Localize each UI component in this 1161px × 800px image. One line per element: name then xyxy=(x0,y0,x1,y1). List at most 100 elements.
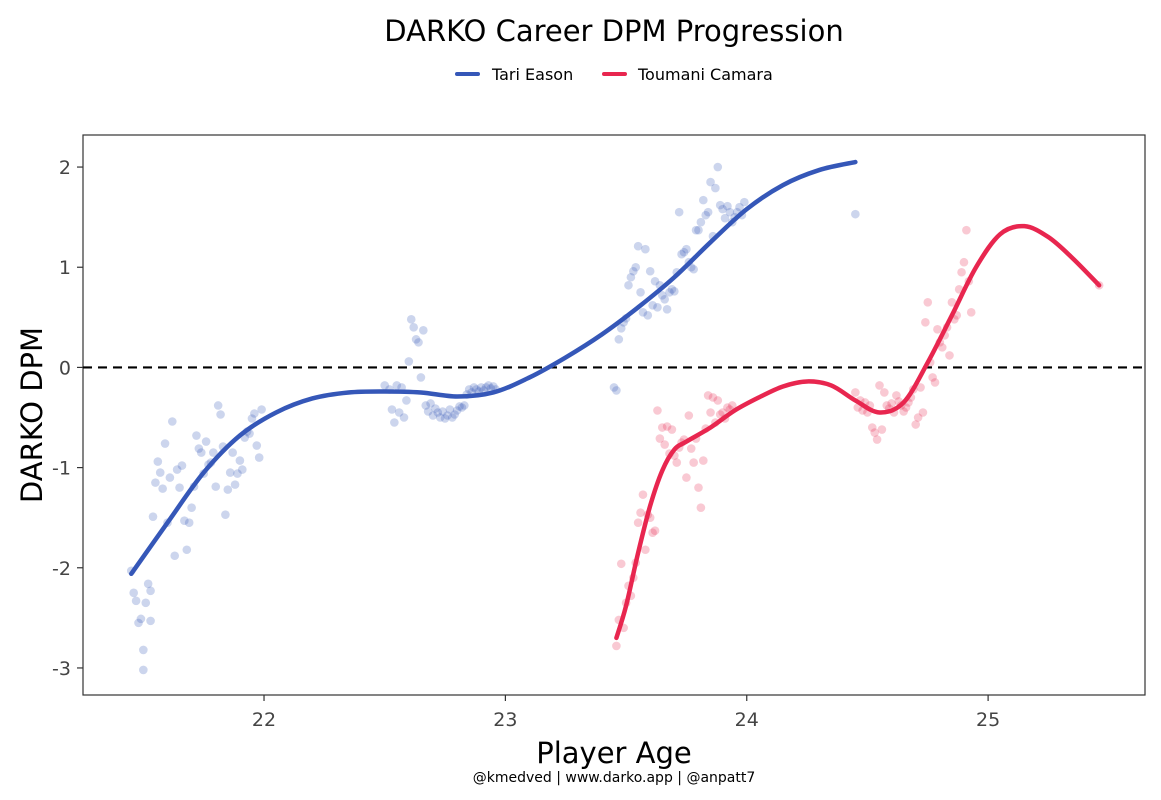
data-point xyxy=(416,373,426,382)
plot-area xyxy=(83,159,1145,675)
data-point xyxy=(645,266,655,276)
trend-line-toumani-camara xyxy=(614,223,1102,641)
data-point xyxy=(657,423,667,432)
data-point xyxy=(626,272,636,282)
data-point xyxy=(180,516,189,525)
data-point xyxy=(629,266,638,276)
data-point xyxy=(201,437,211,446)
data-point xyxy=(641,244,650,254)
data-point xyxy=(404,357,414,366)
data-point xyxy=(624,280,633,290)
data-point xyxy=(916,383,925,392)
points-tari-eason xyxy=(126,162,860,675)
data-point xyxy=(177,461,187,470)
data-point xyxy=(650,526,660,536)
data-point xyxy=(657,290,667,300)
y-tick-label: 0 xyxy=(59,357,71,379)
data-point xyxy=(877,425,887,434)
data-point xyxy=(421,401,431,410)
data-point xyxy=(457,403,467,412)
data-point xyxy=(962,225,971,235)
data-point xyxy=(870,428,879,437)
data-point xyxy=(694,225,703,235)
data-point xyxy=(414,338,423,347)
data-point xyxy=(959,257,969,267)
data-point xyxy=(168,417,177,426)
data-point xyxy=(679,247,689,257)
data-point xyxy=(153,457,163,466)
data-point xyxy=(146,586,155,596)
data-point xyxy=(445,405,455,414)
data-point xyxy=(711,183,720,193)
legend-label-toumani-camara: Toumani Camara xyxy=(637,65,773,84)
data-point xyxy=(720,213,730,223)
data-point xyxy=(648,528,657,538)
data-point xyxy=(139,665,148,675)
data-point xyxy=(937,343,947,352)
data-point xyxy=(443,411,452,420)
data-point xyxy=(399,413,409,422)
data-point xyxy=(662,422,672,431)
data-point xyxy=(612,641,621,651)
data-point xyxy=(469,383,479,392)
data-point xyxy=(213,401,223,410)
y-tick-label: -2 xyxy=(52,558,71,580)
data-point xyxy=(653,303,662,312)
data-point xyxy=(455,402,464,411)
data-point xyxy=(727,401,737,410)
data-point xyxy=(211,482,221,491)
data-point xyxy=(221,510,230,519)
data-point xyxy=(696,503,706,512)
data-point xyxy=(957,267,966,277)
data-point xyxy=(682,244,691,254)
data-point xyxy=(141,598,151,608)
y-tick-label: 1 xyxy=(59,257,71,279)
data-point xyxy=(667,284,677,294)
data-point xyxy=(631,262,641,272)
data-point xyxy=(918,408,928,417)
data-point xyxy=(655,434,665,443)
data-point xyxy=(966,308,976,317)
data-point xyxy=(447,413,457,422)
x-tick-label: 24 xyxy=(735,709,759,731)
data-point xyxy=(899,407,908,416)
legend-item-tari-eason: Tari Eason xyxy=(455,65,573,84)
data-point xyxy=(230,480,240,489)
data-point xyxy=(672,458,682,467)
data-point xyxy=(706,408,715,417)
data-point xyxy=(650,276,660,286)
data-point xyxy=(170,551,180,561)
data-point xyxy=(390,418,399,427)
data-point xyxy=(216,410,225,419)
data-point xyxy=(609,383,619,392)
data-point xyxy=(612,386,621,395)
data-point xyxy=(616,324,626,333)
data-point xyxy=(725,207,735,217)
data-point xyxy=(406,315,416,324)
data-point xyxy=(134,618,143,628)
data-point xyxy=(192,431,201,440)
data-point xyxy=(686,444,696,453)
data-point xyxy=(257,405,266,414)
legend-label-tari-eason: Tari Eason xyxy=(491,65,573,84)
data-point xyxy=(438,407,447,416)
y-tick-label: -3 xyxy=(52,658,71,680)
trend-line-tari-eason xyxy=(129,159,858,577)
data-point xyxy=(165,473,175,482)
data-point xyxy=(913,413,923,422)
data-point xyxy=(235,456,245,465)
legend-item-toumani-camara: Toumani Camara xyxy=(602,65,773,84)
data-point xyxy=(930,378,940,387)
data-point xyxy=(172,465,182,474)
data-point xyxy=(175,483,184,492)
data-point xyxy=(660,294,669,304)
data-point xyxy=(633,241,643,251)
data-point xyxy=(718,204,727,214)
data-point xyxy=(694,483,703,492)
data-point xyxy=(158,484,167,493)
data-point xyxy=(252,441,262,450)
data-point xyxy=(691,225,701,235)
data-point xyxy=(460,401,469,410)
data-point xyxy=(713,396,723,405)
